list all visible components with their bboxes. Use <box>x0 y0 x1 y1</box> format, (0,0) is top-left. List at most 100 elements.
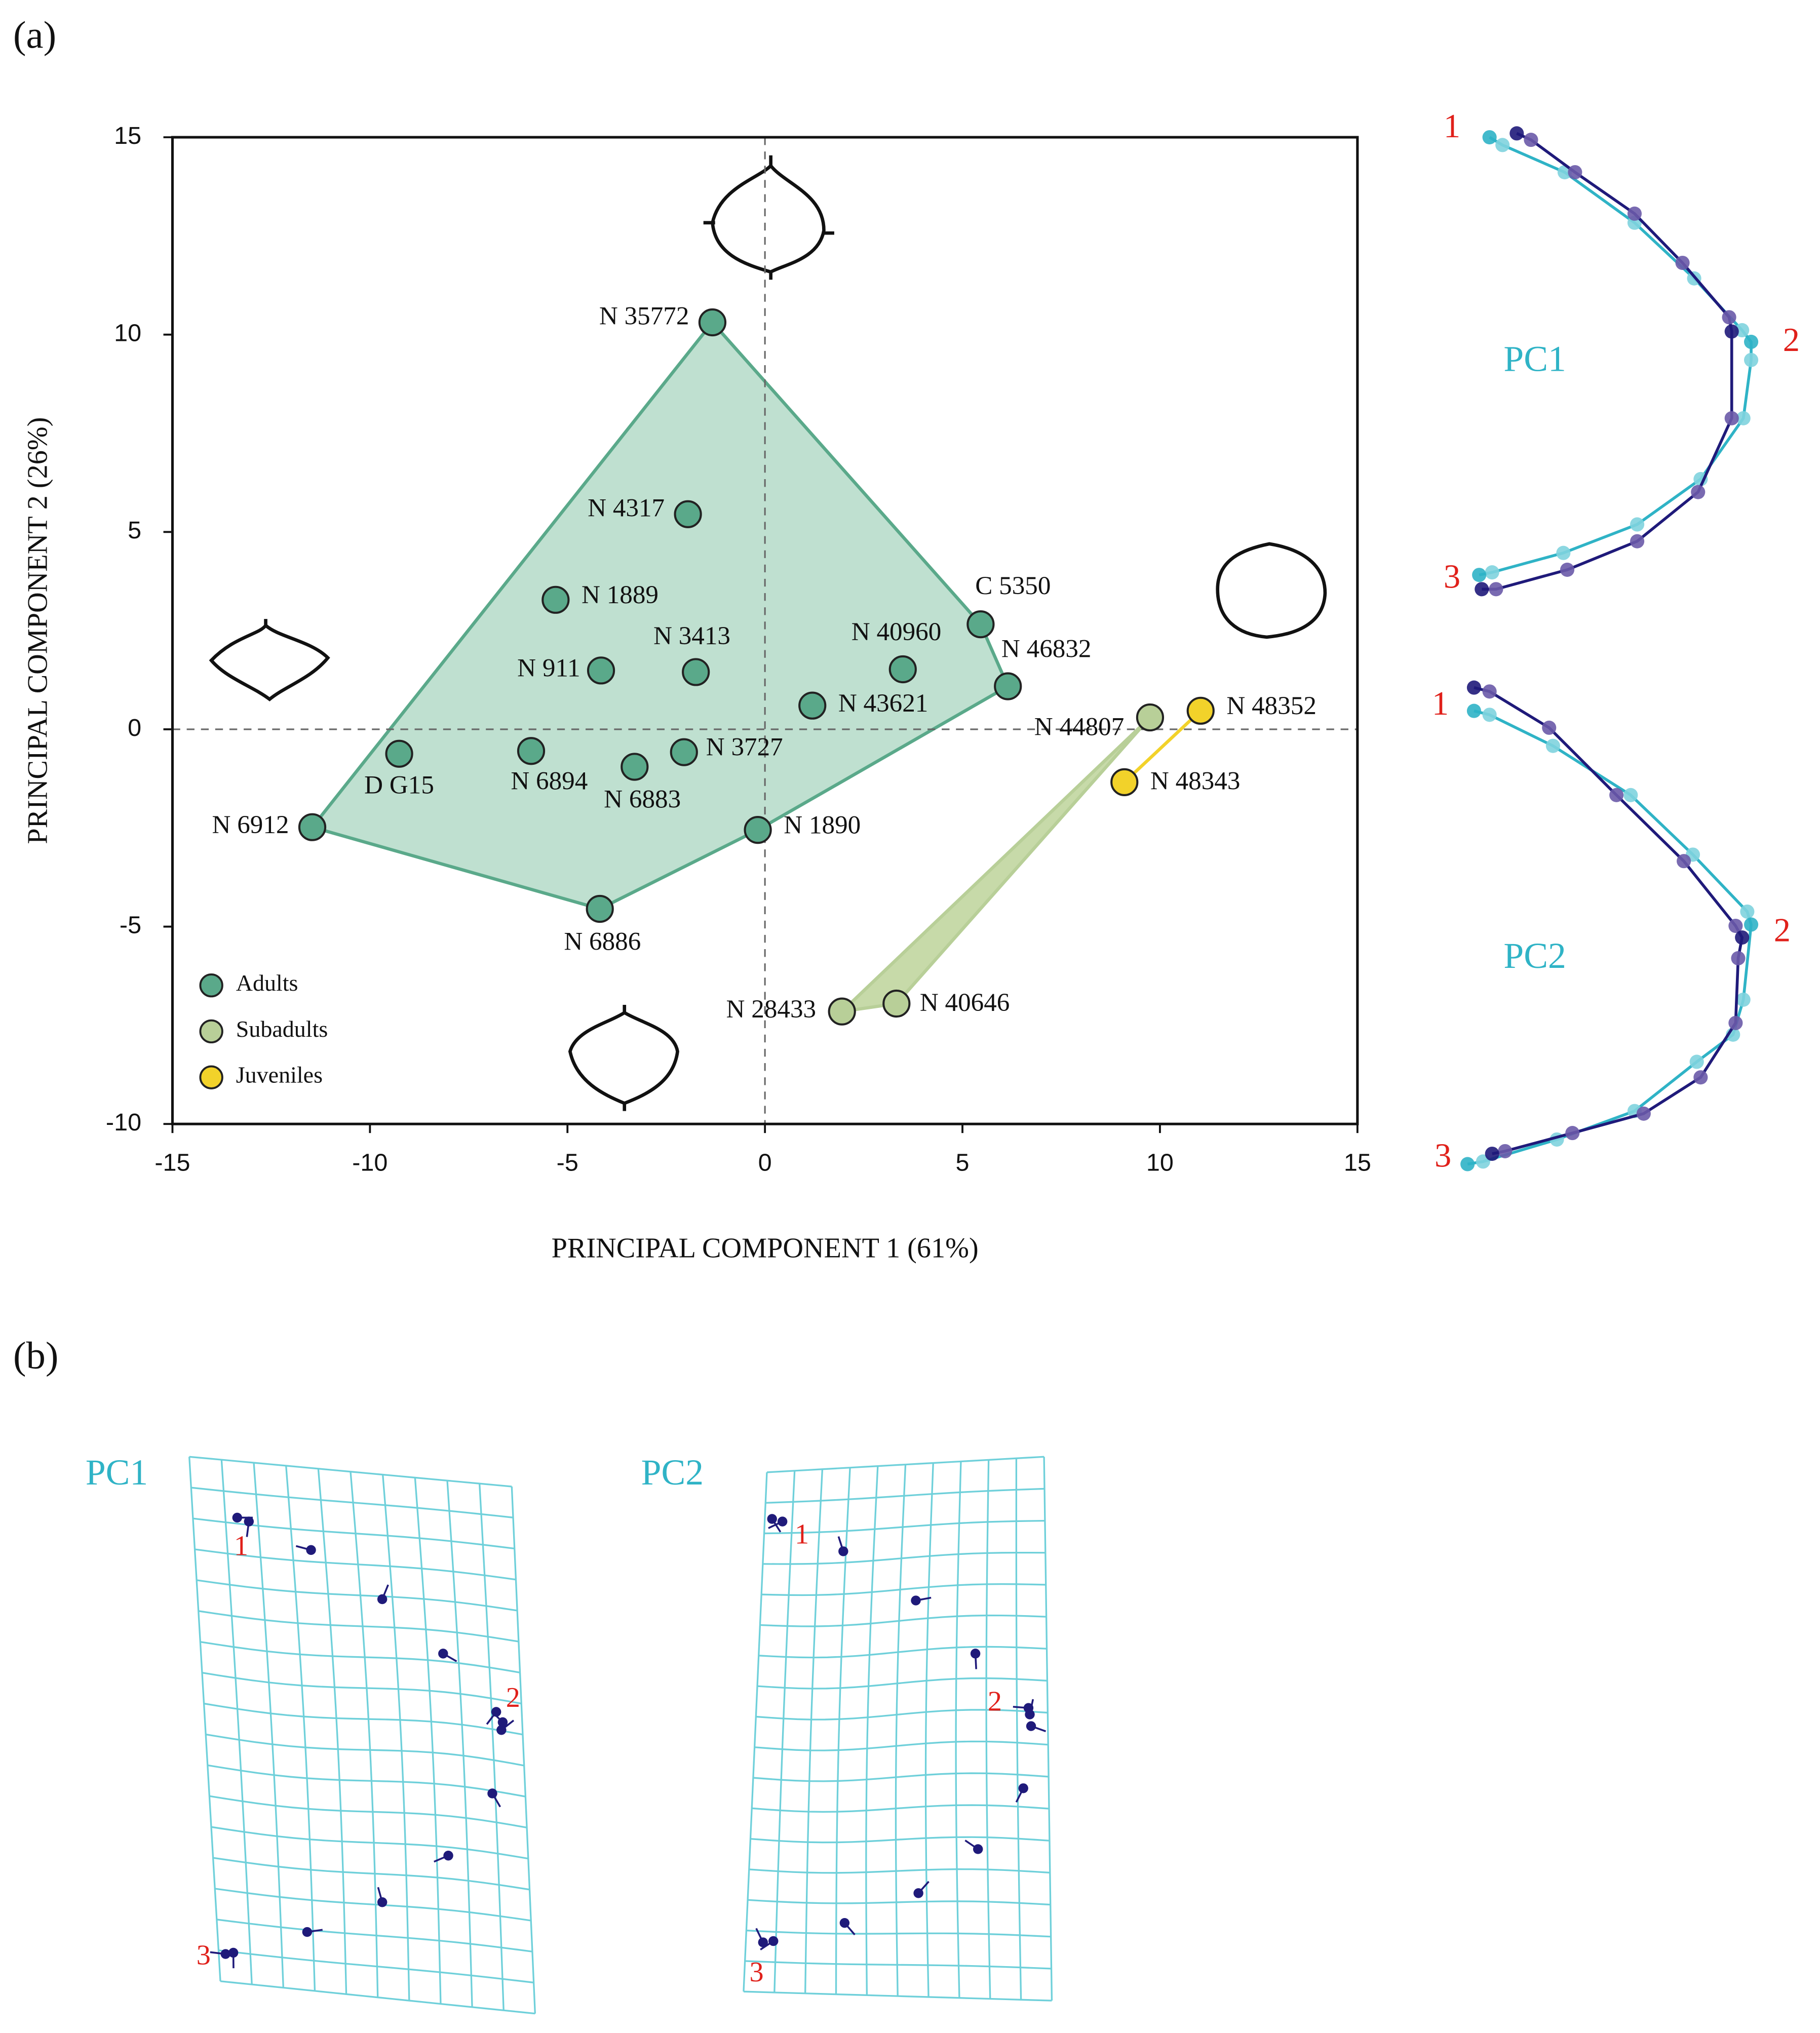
landmark <box>1495 138 1510 152</box>
landmark <box>1485 1146 1499 1161</box>
grid-line <box>215 1888 531 1922</box>
grid-line <box>765 1488 1045 1504</box>
landmark <box>1740 904 1755 919</box>
grid-line <box>766 1456 1044 1473</box>
point-label: N 3727 <box>706 733 783 762</box>
grid-line <box>747 1899 1051 1906</box>
landmark <box>1545 738 1560 753</box>
data-point <box>621 753 649 781</box>
y-tick-label: 10 <box>114 319 141 346</box>
landmark <box>377 1897 388 1907</box>
grid-line <box>743 1990 1052 2002</box>
grid-line <box>760 1614 1047 1627</box>
landmark <box>1489 582 1503 597</box>
grid-line <box>762 1551 1045 1565</box>
grid-line <box>446 1480 473 2007</box>
grid-line <box>220 1980 535 2015</box>
grid-line <box>198 1610 519 1643</box>
landmark-number: 3 <box>1435 1137 1451 1174</box>
landmark <box>377 1594 388 1605</box>
landmark <box>1482 708 1497 722</box>
grid-line <box>188 1457 221 1981</box>
landmark <box>913 1888 923 1898</box>
point-label: N 43621 <box>838 689 928 718</box>
grid-line <box>220 1460 253 1985</box>
x-axis-title: PRINCIPAL COMPONENT 1 (61%) <box>552 1233 979 1264</box>
grid-line <box>758 1646 1047 1659</box>
grid-line <box>764 1519 1045 1535</box>
grid-line <box>757 1677 1048 1690</box>
landmark <box>1018 1783 1028 1793</box>
grid-line <box>207 1764 526 1797</box>
data-point <box>1186 696 1215 725</box>
legend-swatch <box>199 1019 223 1044</box>
landmark <box>1460 1157 1475 1171</box>
y-tick-label: -10 <box>106 1109 141 1136</box>
point-label: N 6894 <box>511 766 588 795</box>
landmark-number: 1 <box>795 1519 809 1550</box>
data-point <box>882 989 911 1018</box>
data-point <box>298 813 327 841</box>
grid-line <box>955 1461 962 1998</box>
grid-line <box>761 1583 1046 1596</box>
grid-line <box>1015 1458 1022 2000</box>
legend-label: Adults <box>236 970 298 996</box>
landmark <box>1025 1709 1035 1719</box>
legend-swatch <box>199 1065 223 1089</box>
point-label: N 35772 <box>599 302 689 331</box>
y-tick-label: 5 <box>128 517 141 544</box>
landmark <box>438 1649 448 1659</box>
group-hull <box>1123 709 1202 784</box>
landmark-number: 1 <box>1444 108 1460 145</box>
landmark <box>768 1936 779 1946</box>
data-point <box>966 610 995 639</box>
grid-line <box>200 1641 520 1673</box>
grid-line <box>202 1671 522 1705</box>
landmark <box>1693 1070 1708 1085</box>
landmark <box>487 1788 497 1799</box>
landmark <box>1744 353 1759 367</box>
data-point <box>682 658 710 686</box>
grid-line <box>924 1463 934 1997</box>
panel-title: PC2 <box>1503 936 1566 976</box>
panel-title: PC1 <box>1503 339 1566 379</box>
grid-line <box>773 1470 796 1993</box>
landmark <box>1542 720 1557 735</box>
point-label: N 40960 <box>851 617 942 646</box>
grid-line <box>746 1929 1051 1938</box>
landmark <box>838 1546 848 1556</box>
data-point <box>517 737 546 765</box>
x-tick-label: 0 <box>758 1149 772 1176</box>
landmark <box>1724 411 1739 425</box>
data-point <box>1110 768 1139 796</box>
point-label: N 6912 <box>212 810 289 839</box>
landmark <box>1735 930 1750 945</box>
data-point <box>674 500 702 528</box>
x-tick-label: 15 <box>1344 1149 1371 1176</box>
landmark <box>1524 133 1538 147</box>
data-point <box>994 672 1022 700</box>
point-label: N 40646 <box>920 988 1010 1017</box>
landmark <box>911 1595 921 1606</box>
y-tick-label: 0 <box>128 714 141 741</box>
landmark <box>1472 568 1487 582</box>
landmark <box>244 1516 254 1527</box>
grid-line <box>750 1836 1050 1844</box>
grid-line <box>985 1460 991 1999</box>
point-label: N 3413 <box>653 621 730 650</box>
grid-line <box>511 1487 536 2014</box>
grid-line <box>478 1483 505 2011</box>
grid-line <box>253 1462 284 1988</box>
landmark <box>1744 334 1759 349</box>
landmark <box>1568 165 1582 180</box>
grid-line <box>754 1740 1049 1751</box>
landmark <box>1636 1106 1651 1121</box>
data-point <box>670 738 698 766</box>
data-point <box>698 308 727 337</box>
landmark <box>228 1947 239 1958</box>
grid-line <box>745 1960 1052 1970</box>
landmark <box>777 1516 788 1527</box>
grid-line <box>218 1949 534 1984</box>
data-point <box>888 655 917 684</box>
